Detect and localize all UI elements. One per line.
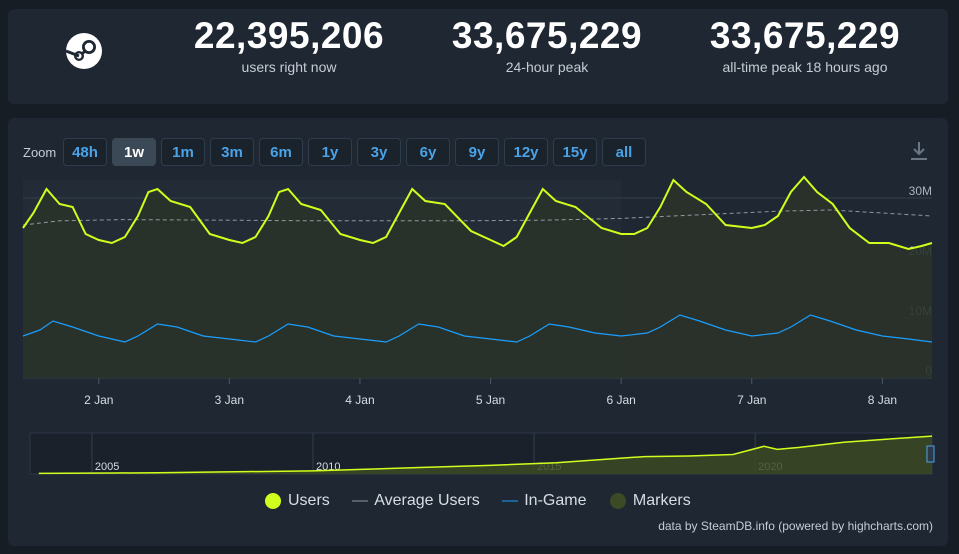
navigator-fill	[38, 436, 933, 474]
stat-all-time-peak: 33,675,229 all-time peak 18 hours ago	[694, 14, 916, 75]
zoom-button-9y[interactable]: 9y	[455, 138, 499, 166]
zoom-button-3m[interactable]: 3m	[210, 138, 254, 166]
x-tick-label: 8 Jan	[868, 393, 897, 407]
stats-panel	[8, 9, 948, 104]
legend-label: Users	[288, 492, 330, 509]
stat-value: 22,395,206	[193, 15, 385, 56]
stat-24h-peak: 33,675,229 24-hour peak	[436, 14, 658, 75]
navigator-line	[38, 435, 933, 475]
legend-item-average-users[interactable]: Average Users	[352, 492, 480, 510]
credit-text: data by SteamDB.info (powered by highcha…	[658, 519, 933, 533]
steam-logo-icon	[62, 29, 106, 73]
zoom-button-12y[interactable]: 12y	[504, 138, 548, 166]
dash-line-icon	[352, 500, 369, 502]
zoom-button-6m[interactable]: 6m	[259, 138, 303, 166]
navigator-handle[interactable]	[926, 445, 935, 463]
zoom-button-3y[interactable]: 3y	[357, 138, 401, 166]
series-average-users	[22, 209, 933, 226]
zoom-button-1m[interactable]: 1m	[161, 138, 205, 166]
legend-item-in-game[interactable]: In-Game	[502, 492, 586, 510]
zoom-button-48h[interactable]: 48h	[63, 138, 107, 166]
legend-label: Average Users	[374, 492, 480, 509]
users-dot-icon	[265, 493, 281, 509]
x-tick-label: 3 Jan	[215, 393, 244, 407]
download-icon[interactable]	[908, 140, 930, 162]
series-in-game	[22, 314, 933, 343]
x-tick-label: 4 Jan	[345, 393, 374, 407]
legend-label: Markers	[632, 492, 691, 509]
x-tick-label: 5 Jan	[476, 393, 505, 407]
zoom-button-1y[interactable]: 1y	[308, 138, 352, 166]
stat-label: users right now	[241, 59, 337, 75]
navigator-tick-label: 2005	[95, 461, 119, 473]
x-tick-label: 2 Jan	[84, 393, 113, 407]
x-tick-label: 7 Jan	[737, 393, 766, 407]
y-tick-label: 30M	[909, 184, 932, 198]
stat-value: 33,675,229	[451, 15, 643, 56]
legend: Users Average Users In-Game Markers	[264, 492, 709, 514]
zoom-button-all[interactable]: all	[602, 138, 646, 166]
legend-label: In-Game	[524, 492, 587, 509]
stat-value: 33,675,229	[709, 15, 901, 56]
line-icon	[502, 500, 519, 502]
stat-label: 24-hour peak	[505, 59, 589, 75]
legend-item-users[interactable]: Users	[264, 492, 330, 510]
stat-label: all-time peak 18 hours ago	[722, 59, 888, 75]
markers-dot-icon	[609, 493, 626, 509]
series-users	[22, 175, 933, 251]
zoom-label: Zoom	[23, 145, 57, 160]
zoom-button-6y[interactable]: 6y	[406, 138, 450, 166]
x-tick-label: 6 Jan	[606, 393, 635, 407]
zoom-button-15y[interactable]: 15y	[553, 138, 597, 166]
users-area	[23, 177, 932, 378]
zoom-button-1w[interactable]: 1w	[112, 138, 156, 166]
legend-item-markers[interactable]: Markers	[609, 492, 691, 510]
stat-users-now: 22,395,206 users right now	[178, 14, 400, 75]
